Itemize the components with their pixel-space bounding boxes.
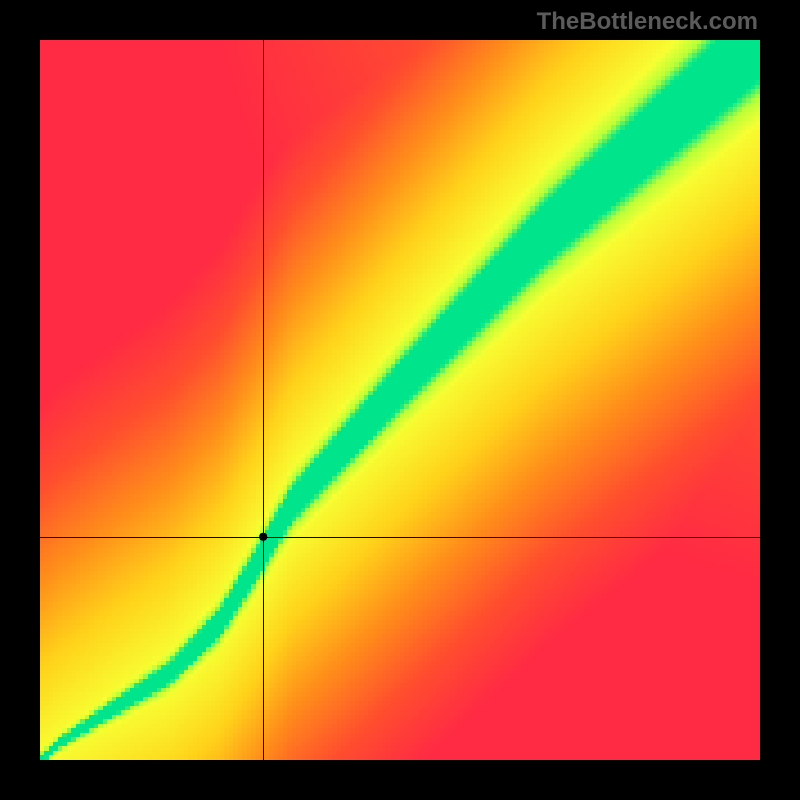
attribution-label: TheBottleneck.com bbox=[537, 8, 758, 36]
heatmap-canvas bbox=[40, 40, 760, 760]
heatmap-plot-area bbox=[40, 40, 760, 760]
figure-frame: TheBottleneck.com bbox=[0, 0, 800, 800]
